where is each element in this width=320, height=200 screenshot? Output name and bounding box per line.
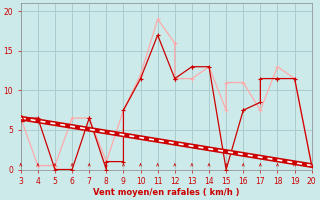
X-axis label: Vent moyen/en rafales ( km/h ): Vent moyen/en rafales ( km/h ) bbox=[93, 188, 239, 197]
